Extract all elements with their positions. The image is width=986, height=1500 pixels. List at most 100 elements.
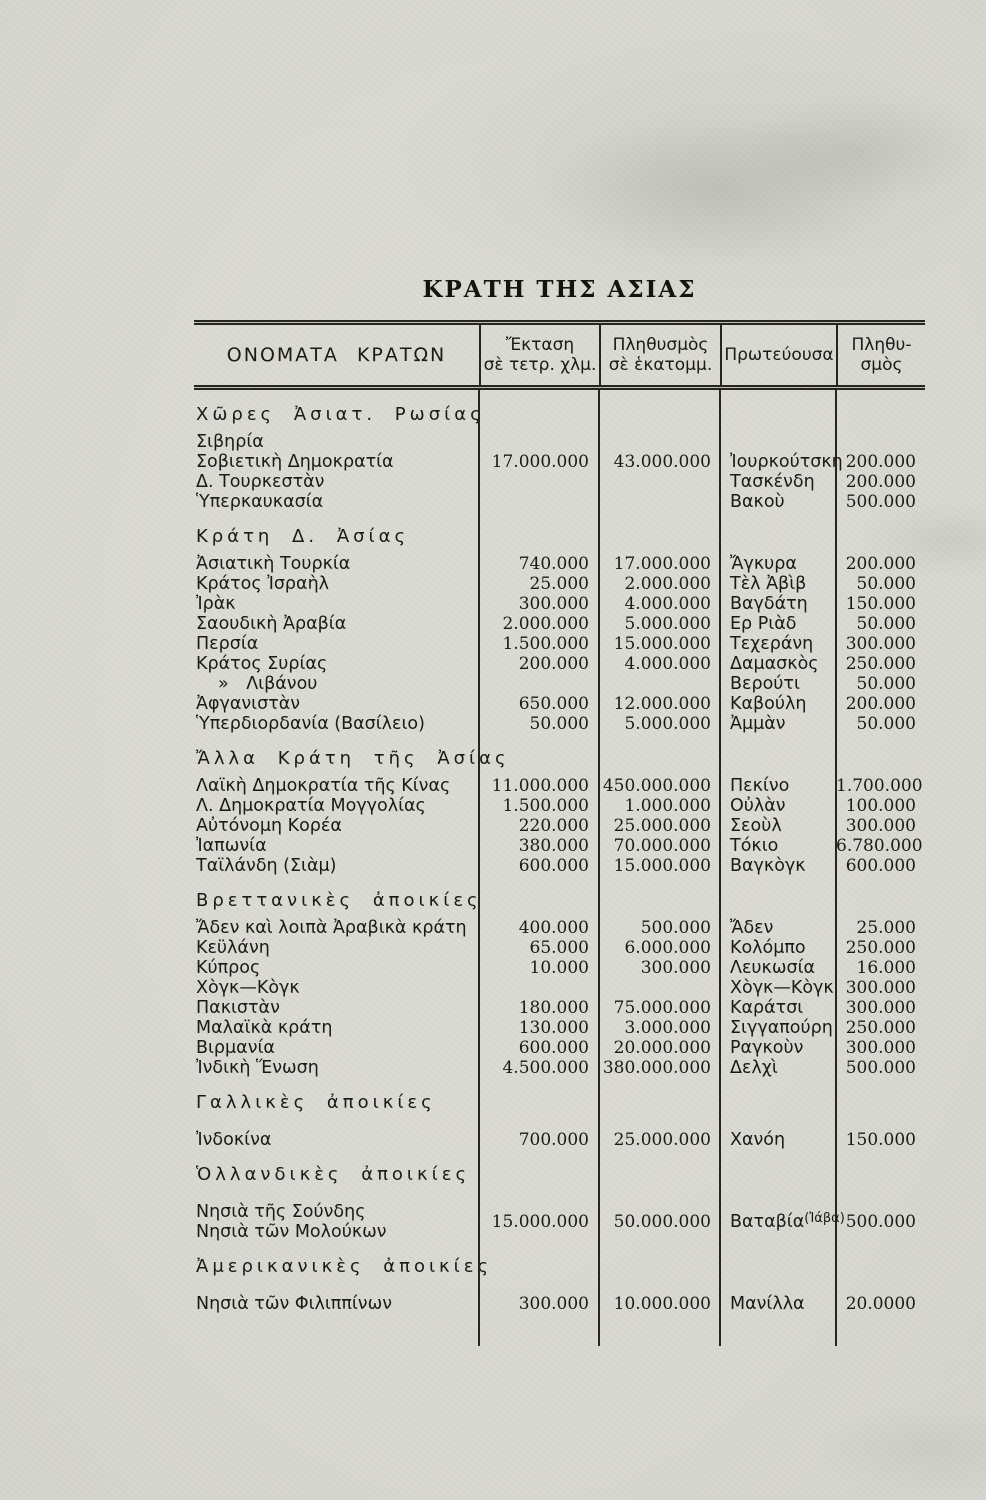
state-name-line2: Νησιὰ τῶν Μολούκων xyxy=(196,1222,387,1242)
table-row: Νησιὰ τῆς Σούνδης Νησιὰ τῶν Μολούκων 15.00… xyxy=(194,1202,925,1242)
capital-name: Ἄγκυρα xyxy=(730,554,797,574)
cell-area: 400.000 xyxy=(518,918,589,938)
capital-name: Βερούτι xyxy=(730,674,800,694)
cell-population: 2.000.000 xyxy=(624,574,711,594)
header-capital-population-line1: Πληθυ- xyxy=(851,335,912,355)
section-rows: Σιβηρία Σοβιετικὴ Δημοκρατία 17.000.000 43.… xyxy=(194,432,925,512)
cell-capital: Μανίλλα xyxy=(720,1294,836,1314)
cell-capital-population: 500.000 xyxy=(845,1212,916,1232)
capital-name: Βαγδάτη xyxy=(730,594,808,614)
cell-population: 15.000.000 xyxy=(613,634,711,654)
cell-state-name: Ὑπερδιορδανία (Βασίλειο) xyxy=(196,714,425,734)
cell-population xyxy=(599,492,720,512)
cell-area: 10.000 xyxy=(529,958,589,978)
capital-name: Τόκιο xyxy=(730,836,779,856)
cell-state-name: Κεϋλάνη xyxy=(196,938,270,958)
column-divider xyxy=(598,390,600,1346)
capital-name: Λευκωσία xyxy=(730,958,816,978)
cell-population: 50.000.000 xyxy=(613,1212,711,1232)
section-rows: Ἀσιατικὴ Τουρκία 740.000 17.000.000 Ἄγκυρα 2… xyxy=(194,554,925,734)
section-heading: Ἀμερικανικὲς ἀποικίες xyxy=(196,1256,493,1277)
cell-capital-population: 50.000 xyxy=(856,614,916,634)
table-row: » Λιβάνου Βερούτι 50.000 xyxy=(194,674,925,694)
cell-capital: Ερ Ριὰδ xyxy=(720,614,836,634)
table-row: Ἰρὰκ 300.000 4.000.000 Βαγδάτη 150.000 xyxy=(194,594,925,614)
cell-capital: Βακοὺ xyxy=(720,492,836,512)
cell-capital: Δαμασκὸς xyxy=(720,654,836,674)
capital-name: Τὲλ Ἀβὶβ xyxy=(730,574,807,594)
cell-capital: Βαγδάτη xyxy=(720,594,836,614)
capital-name: Ἰουρκούτσκη xyxy=(730,452,843,472)
section-rows: Λαϊκὴ Δημοκρατία τῆς Κίνας 11.000.000 450.… xyxy=(194,776,925,876)
cell-area: 17.000.000 xyxy=(491,452,589,472)
cell-capital-population: 200.000 xyxy=(845,472,916,492)
cell-population xyxy=(599,472,720,492)
cell-state-name: Δ. Τουρκεστὰν xyxy=(196,472,325,492)
section-heading: Ὁλλανδικὲς ἀποικίες xyxy=(196,1164,471,1185)
table-row: Λ. Δημοκρατία Μογγολίας 1.500.000 1.000.00… xyxy=(194,796,925,816)
cell-capital-population: 200.000 xyxy=(845,694,916,714)
table-row: Ἀσιατικὴ Τουρκία 740.000 17.000.000 Ἄγκυρα 2… xyxy=(194,554,925,574)
table-header: ΟΝΟΜΑΤΑ ΚΡΑΤΩΝ Ἔκταση σὲ τετρ. χλμ. Πληθ… xyxy=(194,325,925,385)
section-rows: Ἄδεν καὶ λοιπὰ Ἀραβικὰ κράτη 400.000 500.0… xyxy=(194,918,925,1078)
cell-capital: Βαγκὸγκ xyxy=(720,856,836,876)
capital-name: Βακοὺ xyxy=(730,492,785,512)
cell-capital-population: 50.000 xyxy=(856,574,916,594)
cell-state-name: Κύπρος xyxy=(196,958,261,978)
cell-capital: Ἄγκυρα xyxy=(720,554,836,574)
cell-capital-population: 300.000 xyxy=(845,998,916,1018)
table-row: Περσία 1.500.000 15.000.000 Τεχεράνη 300.000 xyxy=(194,634,925,654)
header-population-line1: Πληθυσμὸς xyxy=(612,335,709,355)
cell-capital-population: 150.000 xyxy=(845,594,916,614)
cell-area: 180.000 xyxy=(518,998,589,1018)
cell-area xyxy=(479,978,599,998)
cell-state-name: Ἰαπωνία xyxy=(196,836,267,856)
cell-population: 15.000.000 xyxy=(613,856,711,876)
cell-capital: Τόκιο xyxy=(720,836,836,856)
capital-name: Τασκένδη xyxy=(730,472,815,492)
cell-capital-population: 6.780.000 xyxy=(836,836,923,856)
table-header-rule xyxy=(194,385,925,390)
cell-population: 25.000.000 xyxy=(613,1130,711,1150)
cell-area: 300.000 xyxy=(518,594,589,614)
cell-population: 4.000.000 xyxy=(624,594,711,614)
cell-capital: Τὲλ Ἀβὶβ xyxy=(720,574,836,594)
table-row: Μαλαϊκὰ κράτη 130.000 3.000.000 Σιγγαπούρη 2… xyxy=(194,1018,925,1038)
cell-state-name: Ἰνδικὴ Ἕνωση xyxy=(196,1058,319,1078)
cell-area: 600.000 xyxy=(518,856,589,876)
header-cell-names: ΟΝΟΜΑΤΑ ΚΡΑΤΩΝ xyxy=(194,325,479,385)
cell-population: 17.000.000 xyxy=(613,554,711,574)
cell-population: 380.000.000 xyxy=(602,1058,711,1078)
cell-capital: Πεκίνο xyxy=(720,776,836,796)
cell-capital-population: 250.000 xyxy=(845,938,916,958)
cell-state-name: Βιρμανία xyxy=(196,1038,275,1058)
cell-capital xyxy=(720,432,836,452)
cell-capital: Κολόμπο xyxy=(720,938,836,958)
cell-capital-population: 100.000 xyxy=(845,796,916,816)
state-name-line1: Νησιὰ τῆς Σούνδης xyxy=(196,1202,366,1222)
cell-area xyxy=(479,674,599,694)
cell-population: 75.000.000 xyxy=(613,998,711,1018)
cell-area: 25.000 xyxy=(529,574,589,594)
cell-capital: Χὸγκ—Κὸγκ xyxy=(720,978,836,998)
capital-name: Τεχεράνη xyxy=(730,634,814,654)
cell-population: 43.000.000 xyxy=(613,452,711,472)
table-row: Κύπρος 10.000 300.000 Λευκωσία 16.000 xyxy=(194,958,925,978)
cell-capital: Βαταβία (Ἰάβα) xyxy=(720,1202,845,1242)
cell-capital: Ἀμμὰν xyxy=(720,714,836,734)
cell-area: 650.000 xyxy=(518,694,589,714)
capital-name: Χανόη xyxy=(730,1130,786,1150)
capital-name: Ἀμμὰν xyxy=(730,714,786,734)
capital-name: Βαταβία xyxy=(730,1212,805,1232)
table-row: Σοβιετικὴ Δημοκρατία 17.000.000 43.000.000… xyxy=(194,452,925,472)
cell-population: 20.000.000 xyxy=(613,1038,711,1058)
table-row: Κράτος Συρίας 200.000 4.000.000 Δαμασκὸς 250… xyxy=(194,654,925,674)
cell-area: 15.000.000 xyxy=(491,1212,589,1232)
cell-area: 1.500.000 xyxy=(502,634,589,654)
cell-capital-population: 250.000 xyxy=(845,1018,916,1038)
cell-population: 12.000.000 xyxy=(613,694,711,714)
cell-area: 50.000 xyxy=(529,714,589,734)
column-divider xyxy=(835,390,837,1346)
section-heading: Ἄλλα Κράτη τῆς Ἀσίας xyxy=(196,748,510,769)
